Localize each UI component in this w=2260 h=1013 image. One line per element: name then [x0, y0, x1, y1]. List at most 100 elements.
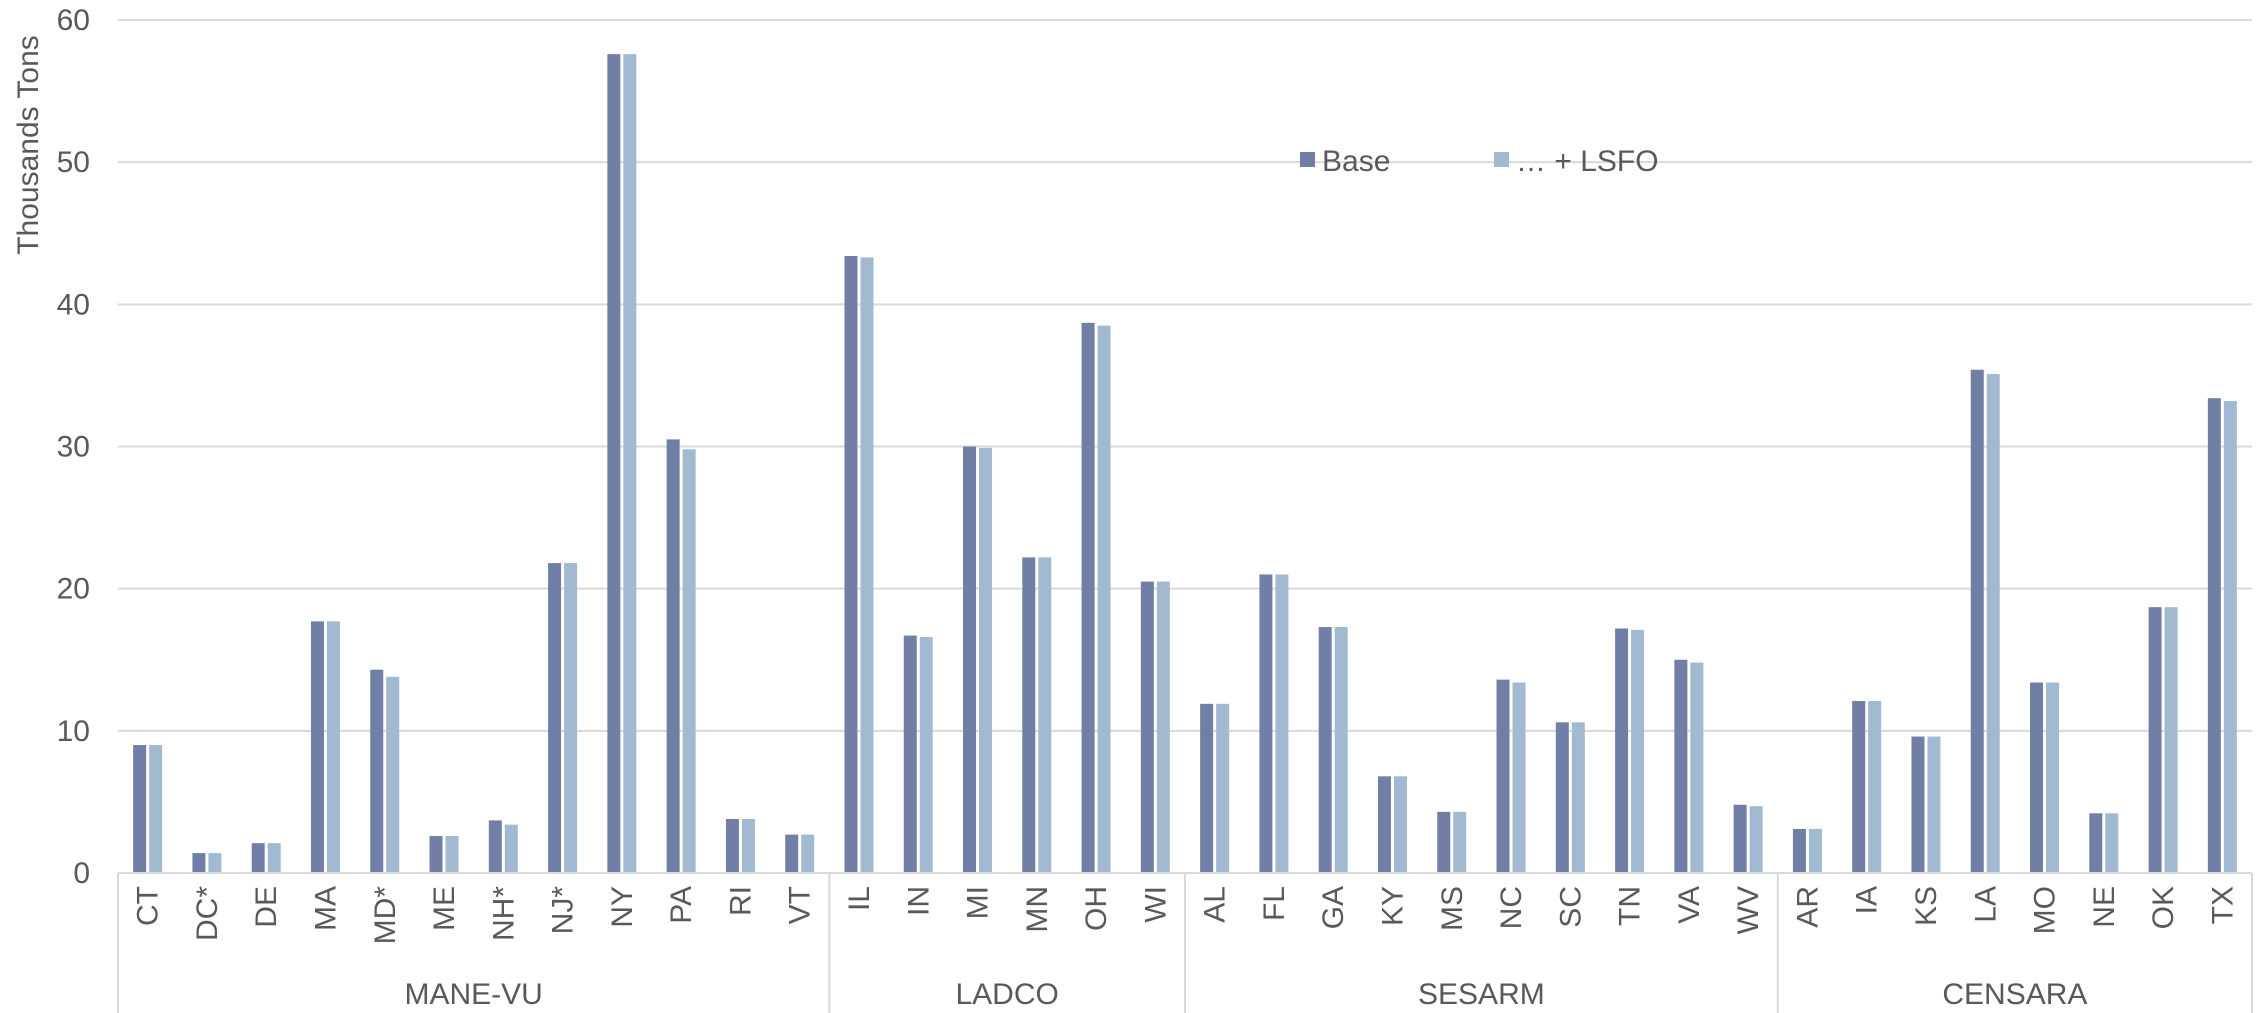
bar-base-md — [370, 669, 384, 873]
bar-lsfo-ia — [1868, 700, 1882, 873]
x-tick-label: LA — [1969, 886, 2002, 923]
bar-base-ri — [725, 818, 739, 873]
y-axis-label: Thousands Tons — [12, 35, 45, 255]
bar-base-dc — [192, 853, 206, 873]
x-tick-label: FL — [1258, 886, 1291, 921]
bar-lsfo-ar — [1808, 828, 1822, 873]
bar-base-ks — [1911, 736, 1925, 873]
x-tick-label: MI — [962, 886, 995, 919]
y-tick-label: 0 — [73, 857, 90, 890]
bar-lsfo-ms — [1453, 811, 1467, 873]
bar-base-ct — [133, 745, 147, 873]
bar-lsfo-in — [919, 637, 933, 873]
bar-base-nj — [548, 563, 562, 873]
x-tick-label: SC — [1554, 886, 1587, 928]
bar-lsfo-ma — [326, 621, 340, 873]
bar-lsfo-tn — [1631, 629, 1645, 873]
gridlines — [118, 19, 2252, 732]
bar-lsfo-la — [1986, 373, 2000, 873]
group-label-sesarm: SESARM — [1418, 978, 1545, 1011]
bar-lsfo-md — [386, 676, 400, 873]
x-tick-label: WI — [1139, 886, 1172, 923]
bar-base-mo — [2030, 682, 2044, 873]
bar-base-sc — [1555, 722, 1569, 873]
bar-base-ms — [1437, 811, 1451, 873]
bar-lsfo-pa — [682, 449, 696, 873]
bar-lsfo-ok — [2164, 607, 2178, 873]
x-tick-label: IN — [902, 886, 935, 916]
bar-lsfo-fl — [1275, 574, 1289, 873]
x-tick-label: IA — [1851, 886, 1884, 914]
bar-lsfo-ct — [149, 745, 163, 873]
group-label-ladco: LADCO — [955, 978, 1058, 1011]
bar-base-ar — [1792, 828, 1806, 873]
x-tick-label: DE — [250, 886, 283, 928]
legend-swatch-lsfo — [1494, 152, 1509, 167]
x-tick-label: KY — [1376, 886, 1409, 926]
bar-base-wi — [1140, 581, 1154, 873]
x-tick-label: GA — [1317, 886, 1350, 929]
bar-base-vt — [785, 834, 799, 873]
x-tick-label: NH* — [487, 886, 520, 941]
x-tick-label: NE — [2088, 886, 2121, 928]
bar-lsfo-ne — [2105, 813, 2119, 873]
bar-lsfo-ri — [741, 818, 755, 873]
x-tick-label: AL — [1199, 886, 1232, 923]
bar-base-ga — [1318, 627, 1332, 873]
x-tick-label: MN — [1021, 886, 1054, 933]
bar-base-oh — [1081, 322, 1095, 873]
bar-base-ne — [2089, 813, 2103, 873]
bar-base-in — [903, 635, 917, 873]
x-tick-label: KS — [1910, 886, 1943, 926]
bar-base-ok — [2148, 607, 2162, 873]
bar-lsfo-vt — [801, 834, 815, 873]
bar-base-ia — [1852, 700, 1866, 873]
x-tick-label: MD* — [369, 886, 402, 945]
bar-lsfo-ks — [1927, 736, 1941, 873]
x-tick-label: RI — [724, 886, 757, 916]
y-tick-label: 50 — [57, 146, 90, 179]
bar-lsfo-va — [1690, 662, 1704, 873]
bar-lsfo-de — [267, 843, 281, 873]
bar-lsfo-tx — [2223, 401, 2237, 873]
bars — [133, 54, 2237, 874]
bar-base-ma — [310, 621, 324, 873]
bar-base-nh — [488, 820, 502, 873]
x-tick-label: OK — [2147, 886, 2180, 929]
bar-base-mi — [963, 446, 977, 873]
legend-label-lsfo: … + LSFO — [1516, 145, 1659, 178]
x-tick-label: MA — [309, 886, 342, 931]
bar-lsfo-sc — [1571, 722, 1585, 873]
bar-lsfo-ny — [623, 54, 637, 874]
bar-base-va — [1674, 659, 1688, 873]
bar-base-il — [844, 255, 858, 873]
bar-base-tx — [2207, 398, 2221, 873]
x-tick-label: MS — [1436, 886, 1469, 931]
x-tick-label: ME — [428, 886, 461, 931]
bar-lsfo-il — [860, 257, 874, 873]
bar-base-wv — [1733, 804, 1747, 873]
x-tick-label: PA — [665, 886, 698, 924]
bar-base-la — [1970, 369, 1984, 873]
y-axis-label-group: Thousands Tons — [12, 35, 45, 255]
bar-base-fl — [1259, 574, 1273, 873]
y-tick-label: 60 — [57, 4, 90, 37]
x-tick-label: OH — [1080, 886, 1113, 931]
bar-base-me — [429, 836, 443, 873]
x-tick-label: IL — [843, 886, 876, 911]
legend-label-base: Base — [1322, 145, 1390, 178]
y-tick-label: 30 — [57, 431, 90, 464]
bar-lsfo-mo — [2046, 682, 2060, 873]
x-tick-label: VA — [1673, 886, 1706, 924]
bar-lsfo-ky — [1393, 776, 1407, 873]
bar-lsfo-nc — [1512, 682, 1526, 873]
bar-base-pa — [666, 439, 680, 873]
x-tick-label: AR — [1791, 886, 1824, 928]
x-tick-label: DC* — [191, 886, 224, 941]
bar-lsfo-nh — [504, 824, 518, 873]
x-tick-label: MO — [2029, 886, 2062, 934]
bar-lsfo-ga — [1334, 627, 1348, 873]
y-axis-ticks: 0 10 20 30 40 50 60 — [57, 4, 90, 890]
bar-base-ny — [607, 54, 621, 874]
